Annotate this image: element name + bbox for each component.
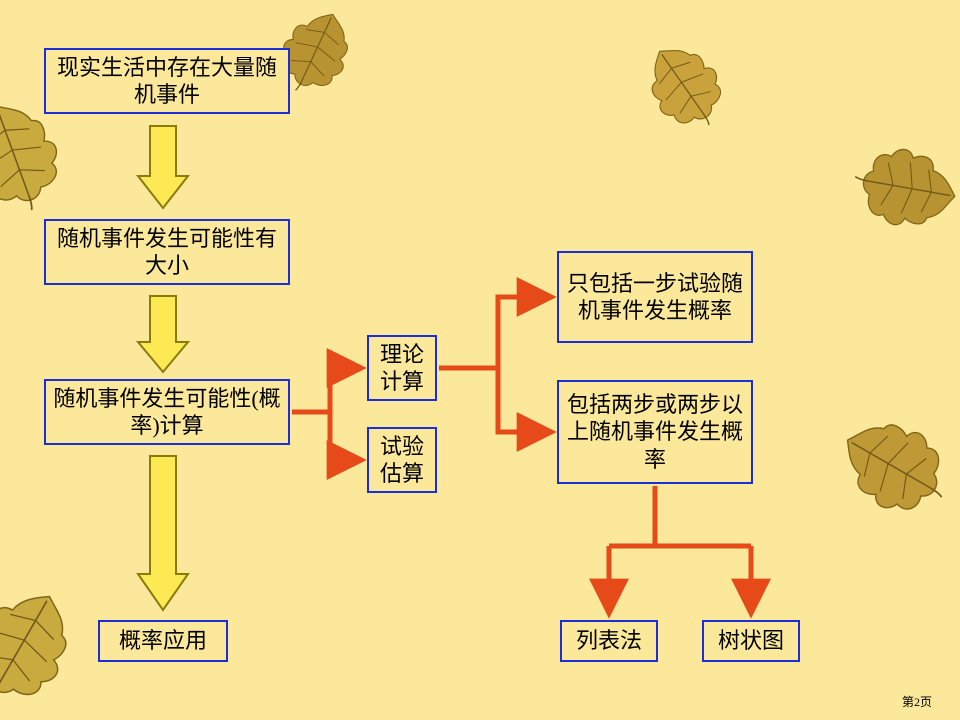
node-likelihood: 随机事件发生可能性有大小 [44,219,290,285]
node-experimental: 试验估算 [367,427,437,493]
page-number: 第2页 [902,693,932,710]
arrow-yellow-2 [138,296,188,372]
leaf-icon [839,124,960,250]
node-list-method: 列表法 [560,620,658,662]
node-multi-step: 包括两步或两步以上随机事件发生概率 [557,380,753,484]
leaf-icon [0,558,108,720]
leaf-icon [618,20,753,156]
branch-theory [439,297,550,432]
node-tree-diagram: 树状图 [702,620,800,662]
node-probability-apply: 概率应用 [98,620,228,662]
branch-calc [292,368,360,460]
leaf-icon [812,386,960,549]
node-probability-calc: 随机事件发生可能性(概率)计算 [44,379,290,445]
node-one-step: 只包括一步试验随机事件发生概率 [557,251,753,343]
arrow-yellow-3 [138,456,188,610]
node-random-events: 现实生活中存在大量随机事件 [44,48,290,114]
arrow-yellow-1 [138,126,188,208]
branch-multistep [609,486,751,612]
node-theoretical: 理论计算 [367,335,437,401]
